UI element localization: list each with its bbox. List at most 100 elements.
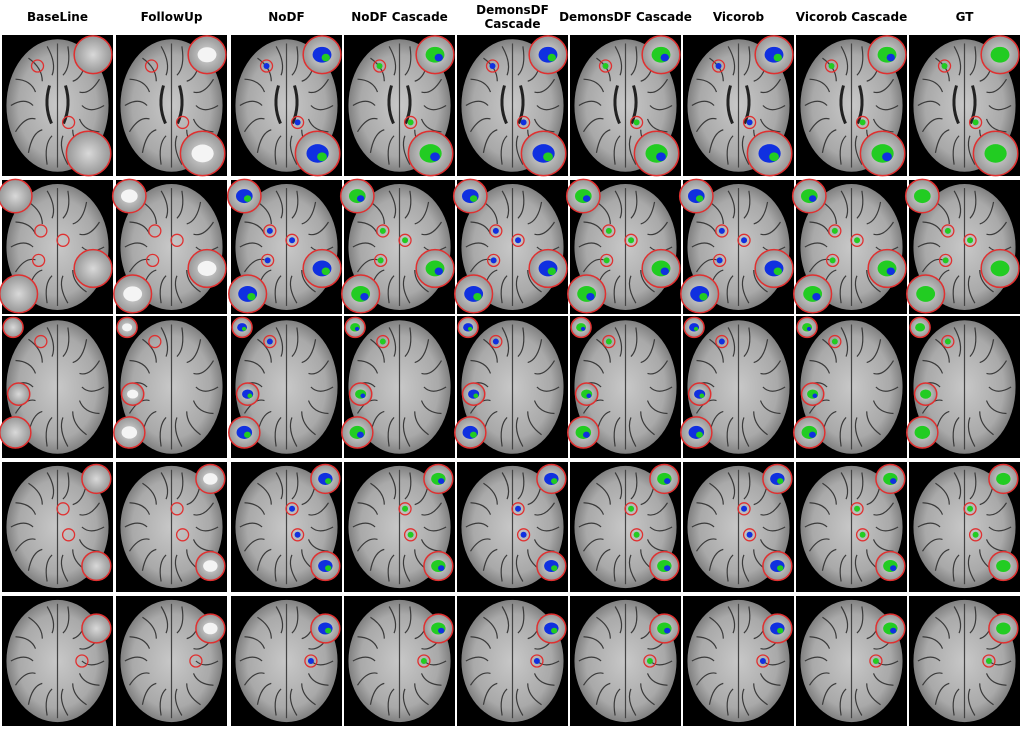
sulcus — [759, 400, 781, 415]
sulcus — [935, 482, 950, 505]
image-panel — [231, 462, 342, 592]
sulcus — [193, 502, 215, 516]
lesion-mask — [379, 227, 386, 234]
sulcus — [352, 522, 376, 528]
sulcus — [195, 386, 219, 392]
sulcus — [72, 683, 87, 706]
lesion-bright — [203, 622, 218, 635]
sulcus — [176, 327, 184, 357]
sulcus — [691, 242, 715, 248]
lesion-marker — [285, 233, 299, 247]
sulcus — [15, 359, 37, 374]
lesion-mask — [289, 237, 296, 244]
sulcus — [244, 359, 266, 374]
lesion-mask — [633, 531, 640, 538]
sulcus — [527, 411, 542, 436]
sulcus — [124, 656, 148, 662]
lesion-mask — [944, 338, 951, 345]
sulcus — [421, 221, 443, 236]
lesion-mask — [438, 565, 445, 572]
lesion-mask — [660, 53, 669, 62]
sulcus — [762, 104, 786, 111]
sulcus — [28, 616, 43, 639]
sulcus — [160, 327, 169, 357]
sulcus — [81, 104, 105, 111]
lesion-marker — [516, 115, 531, 130]
sulcus — [195, 526, 219, 532]
image-panel — [567, 316, 681, 458]
lesion-mask — [289, 505, 296, 512]
sulcus — [840, 46, 849, 76]
sulcus — [921, 672, 943, 686]
sulcus — [301, 201, 317, 225]
sulcus — [691, 100, 715, 107]
lesion-mask — [831, 227, 838, 234]
sulcus — [808, 117, 830, 133]
sulcus — [708, 548, 724, 571]
sulcus — [695, 258, 717, 273]
sulcus — [402, 135, 411, 165]
lesion-marker — [855, 528, 870, 542]
image-panel — [570, 462, 681, 592]
lesion-mask — [377, 257, 384, 264]
sulcus — [275, 472, 284, 500]
sulcus — [534, 360, 556, 375]
lesion-bright — [123, 286, 143, 302]
lesion-marker — [742, 528, 757, 542]
sulcus — [128, 258, 150, 273]
lesion-mask — [777, 565, 784, 572]
lesion-marker — [629, 115, 644, 130]
lesion-mask — [430, 152, 440, 162]
sulcus — [753, 270, 768, 293]
lesion-mask — [434, 267, 443, 276]
sulcus — [14, 258, 36, 273]
sulcus — [186, 270, 201, 293]
sulcus — [613, 554, 621, 582]
sulcus — [243, 672, 265, 686]
ventricle — [387, 85, 395, 125]
sulcus — [186, 201, 202, 225]
lesion-mask — [695, 195, 704, 202]
image-panel — [341, 316, 455, 458]
sulcus — [174, 417, 183, 447]
lesion-mask — [263, 63, 270, 70]
lesion-mask — [664, 478, 671, 484]
lesion-mask — [859, 119, 866, 126]
sulcus — [404, 46, 412, 76]
sulcus — [174, 135, 183, 165]
lesion-mask — [699, 292, 708, 301]
sulcus — [762, 386, 786, 392]
sulcus — [804, 522, 828, 528]
lesion-mask — [890, 627, 897, 634]
sulcus — [404, 190, 412, 219]
ventricle — [159, 85, 167, 125]
sulcus — [649, 526, 673, 532]
image-panel — [231, 596, 342, 726]
sulcus — [527, 201, 543, 225]
lesion-mask — [379, 338, 386, 345]
sulcus — [60, 417, 69, 447]
lesion-mask — [294, 531, 301, 538]
lesion-mask — [890, 565, 897, 572]
sulcus — [244, 636, 266, 649]
sulcus — [423, 526, 447, 532]
sulcus — [465, 656, 489, 662]
sulcus — [854, 554, 863, 582]
sulcus — [483, 482, 498, 505]
lesion-marker — [982, 654, 996, 668]
sulcus — [760, 502, 782, 516]
sulcus — [301, 270, 316, 293]
sulcus — [804, 100, 828, 107]
sulcus — [423, 104, 447, 111]
sulcus — [753, 411, 768, 436]
sulcus — [979, 201, 995, 225]
ventricle — [969, 85, 977, 125]
sulcus — [257, 482, 272, 505]
sulcus — [969, 606, 977, 634]
sulcus — [129, 636, 151, 649]
sulcus — [534, 221, 556, 236]
sulcus — [922, 502, 944, 515]
lesion-mask — [586, 393, 592, 398]
lesion-marker — [372, 59, 387, 73]
sulcus — [186, 339, 202, 364]
